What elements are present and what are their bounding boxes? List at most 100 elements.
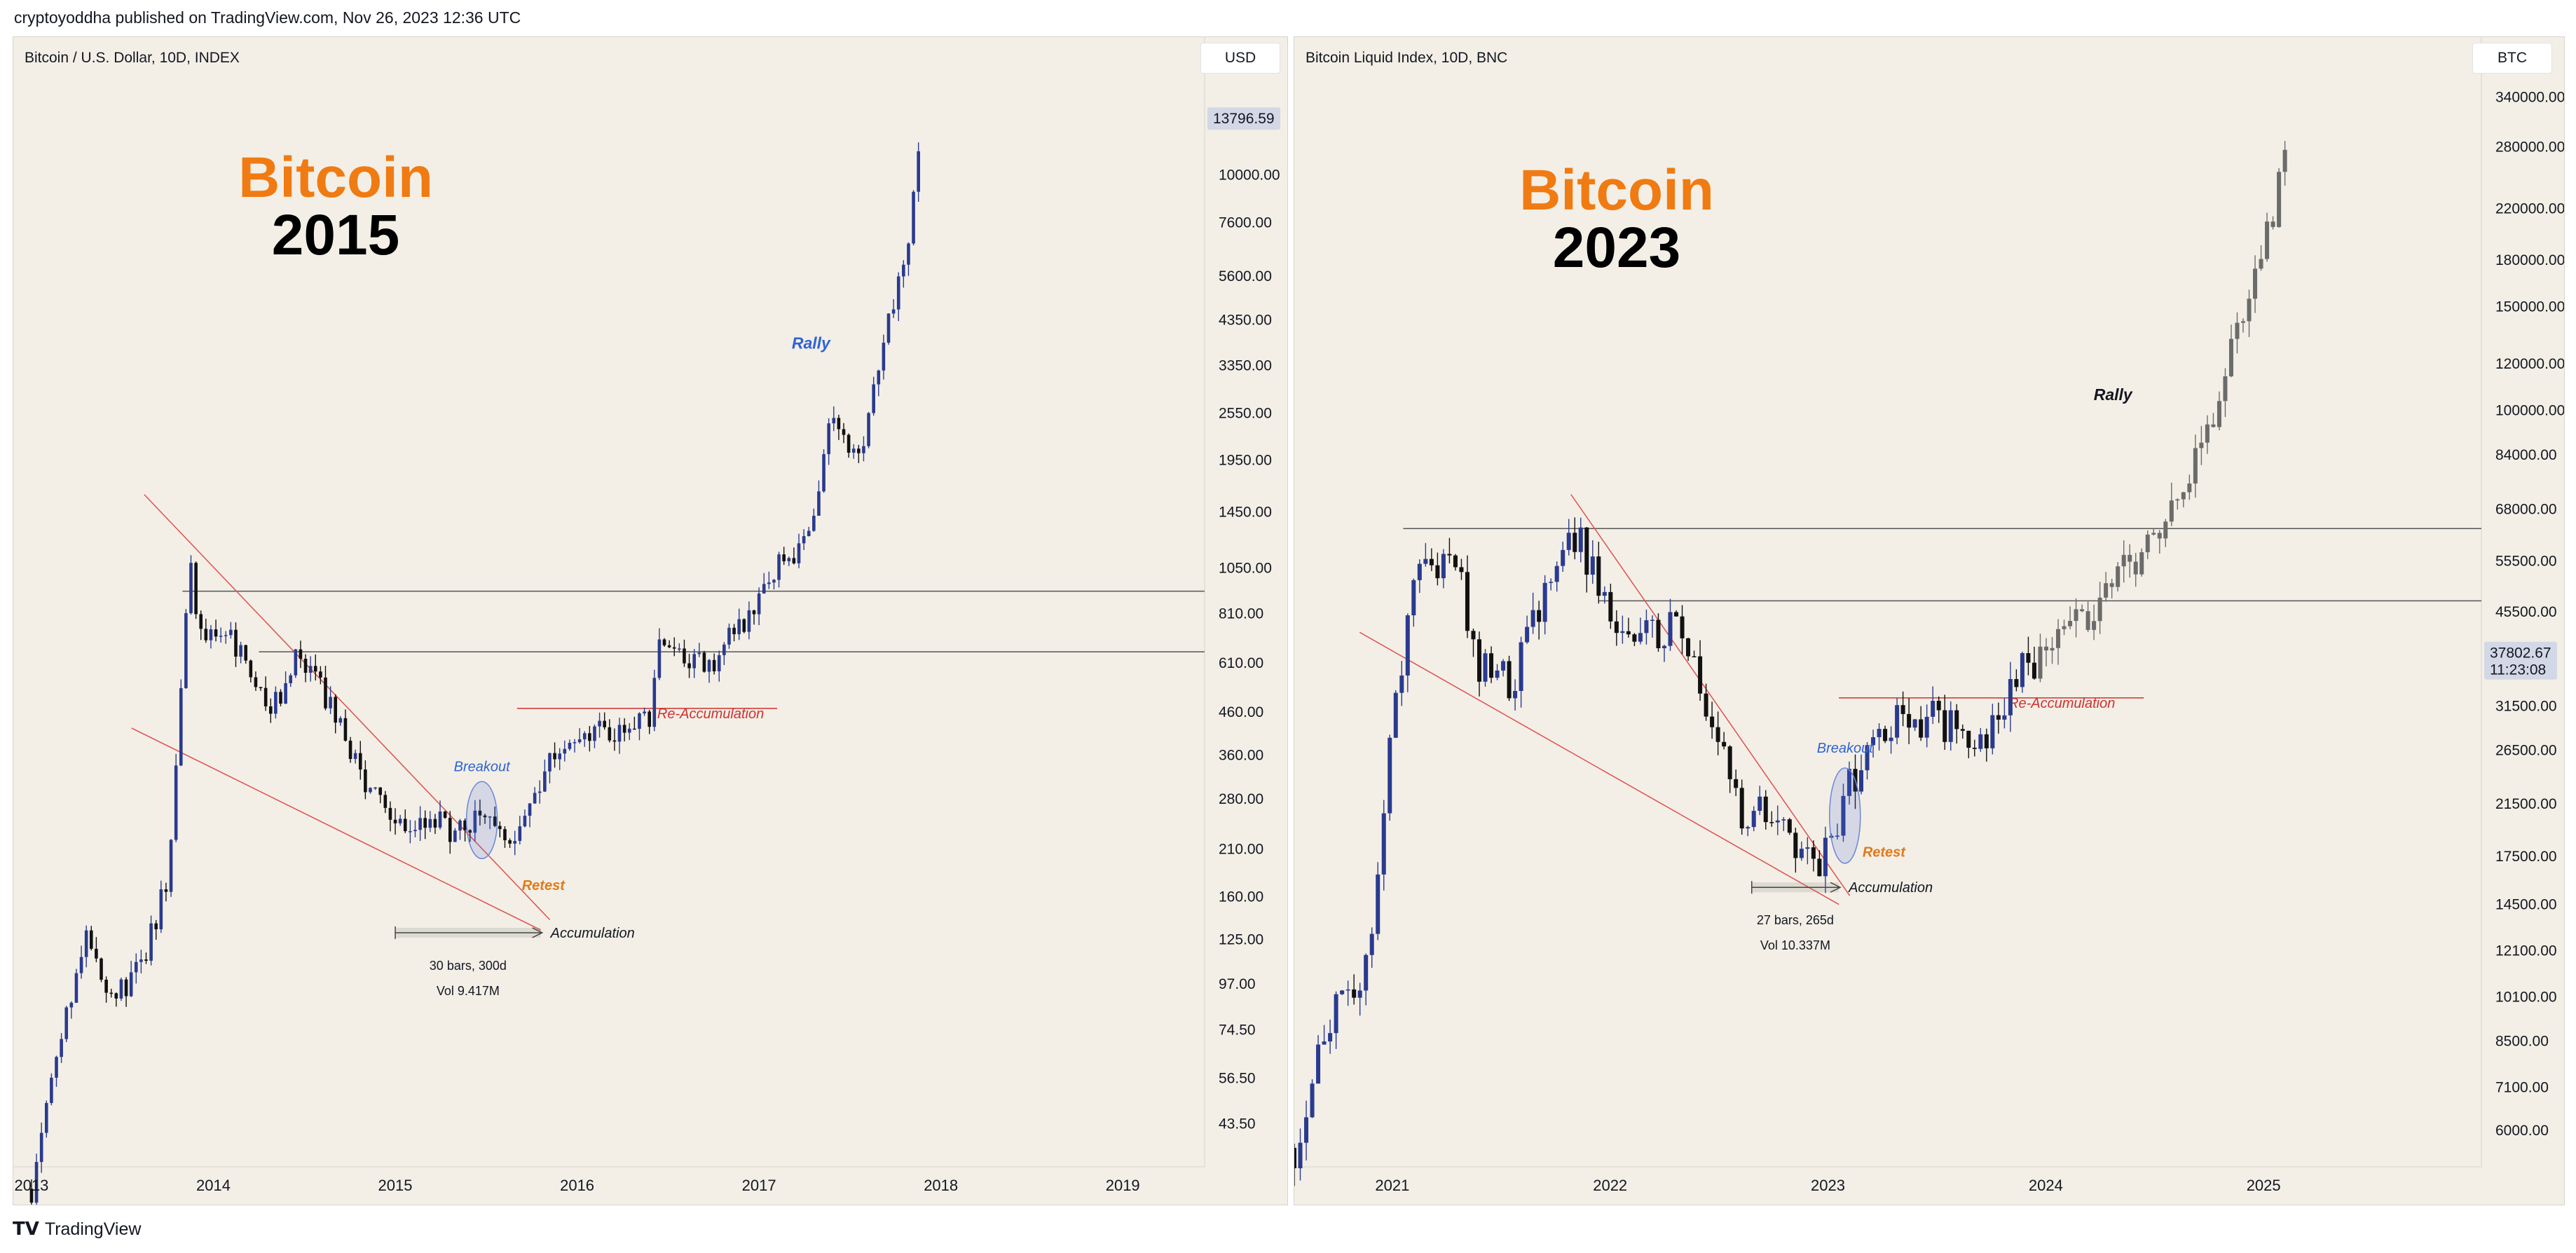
price-tick-label: 10000.00 [1219,167,1280,183]
candle-body [299,649,303,659]
candle-body [1596,556,1601,596]
candle-body [752,610,756,615]
candle-body [358,753,362,770]
time-tick-label: 2016 [560,1177,594,1194]
candle-body [891,309,896,314]
candle-body [398,819,402,823]
candle-body [443,812,447,818]
candle-body [553,753,556,760]
candle-body [1835,835,1839,837]
candle-body [1727,746,1732,779]
candle-body [294,649,298,676]
candle-body [2133,561,2138,575]
candle-body [1620,631,1625,634]
candle-body [1751,811,1756,828]
candle-body [478,810,482,816]
price-tick-label: 3350.00 [1219,358,1272,374]
candle-body [2080,609,2085,612]
candle-body [100,958,103,980]
candle-body [697,652,701,655]
time-tick-label: 2013 [14,1177,48,1194]
candle-body [1668,612,1673,646]
candle-body [2097,597,2102,622]
footer-brand[interactable]: TradingView [44,1219,142,1239]
candle-body [473,810,477,833]
candle-body [1644,620,1649,634]
candle-body [1948,710,1953,742]
currency-unit-button[interactable]: BTC [2472,43,2552,74]
candle-body [189,563,193,613]
candle-body [209,629,213,641]
candle-body [513,840,517,844]
candle-body [453,830,457,842]
candle-body [169,840,173,892]
candle-body [60,1039,63,1057]
candle-body [1841,795,1846,836]
candle-body [822,454,825,492]
candle-body [84,930,88,957]
candle-body [488,816,492,818]
price-tick-label: 610.00 [1219,655,1263,671]
currency-unit-button[interactable]: USD [1200,43,1280,74]
re-accumulation-label: Re-Accumulation [657,706,764,722]
candle-body [1614,621,1619,634]
footer: TV TradingView [13,1217,141,1242]
chart-panel-left[interactable]: Bitcoin / U.S. Dollar, 10D, INDEX USD Bi… [13,36,1288,1205]
candle-body [1441,554,1446,579]
candle-body [329,697,332,708]
candle-body [847,434,851,453]
candle-body [1715,727,1720,742]
candle-body [1459,567,1464,573]
candle-body [872,384,875,413]
tradingview-logo-icon[interactable]: TV [13,1219,39,1240]
candle-body [1895,705,1900,738]
candle-body [2193,448,2198,484]
symbol-label[interactable]: Bitcoin / U.S. Dollar, 10D, INDEX [25,50,240,66]
candle-body [1758,796,1762,812]
candle-body [79,957,83,973]
chart-panel-right[interactable]: Bitcoin Liquid Index, 10D, BNC BTC Bitco… [1294,36,2565,1205]
candle-body [742,619,746,632]
price-tick-label: 2550.00 [1219,406,1272,422]
candle-body [413,830,417,832]
price-tick-label: 17500.00 [2495,849,2557,865]
candle-body [707,659,711,672]
candle-body [1507,661,1512,699]
candle-body [1793,833,1798,858]
candle-body [1316,1044,1321,1084]
candle-body [2043,646,2048,651]
candle-body [403,819,407,832]
candle-body [364,769,367,793]
candle-body [2008,679,2013,715]
candle-body [787,558,791,561]
measure-bars-label: 30 bars, 300d [430,959,507,973]
candle-body [2104,583,2109,598]
candle-body [1656,619,1661,649]
candle-body [1304,1117,1309,1143]
candle-body [2128,554,2132,562]
candle-body [2247,299,2252,322]
time-tick-label: 2022 [1593,1177,1627,1194]
candle-body [832,418,836,424]
chart-big-title: Bitcoin 2023 [1505,162,1729,277]
candle-body [1495,670,1500,678]
chart-svg[interactable]: Re-Accumulation Breakout Retest Rally Accumu… [13,37,1287,1205]
candle-body [772,580,776,583]
chart-svg[interactable]: Re-Accumulation Breakout Retest Rally Accumu… [1294,37,2564,1205]
candle-body [1298,1142,1303,1169]
symbol-label[interactable]: Bitcoin Liquid Index, 10D, BNC [1306,50,1508,66]
candle-body [2228,338,2233,376]
candle-body [807,530,811,537]
candle-body [588,733,591,741]
price-tick-label: 280.00 [1219,791,1263,807]
candle-body [418,818,422,830]
candle-body [1483,653,1488,682]
candle-body [528,803,532,816]
candle-body [388,807,392,820]
candle-body [1847,769,1851,796]
candle-body [1823,837,1828,877]
candle-body [727,627,731,645]
candle-body [1692,656,1697,658]
candle-body [812,515,816,531]
candle-body [518,826,522,841]
